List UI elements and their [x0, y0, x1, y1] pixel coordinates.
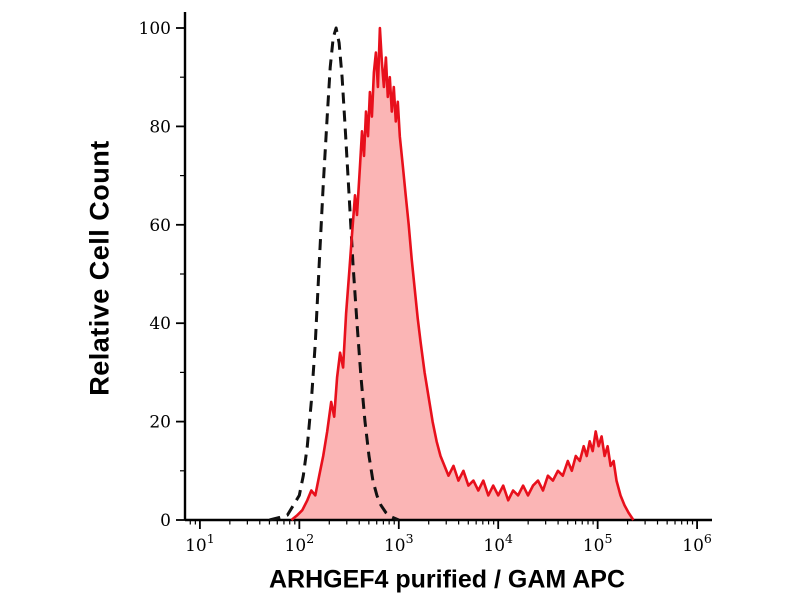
y-tick-label: 80: [149, 117, 171, 137]
x-tick-label: 102: [285, 531, 315, 556]
y-tick-label: 60: [149, 216, 171, 236]
x-tick-label: 105: [583, 531, 613, 556]
red-stained-sample-fill: [291, 28, 634, 520]
y-tick-label: 20: [149, 413, 171, 433]
x-axis-label: ARHGEF4 purified / GAM APC: [268, 565, 626, 594]
x-tick-label: 106: [682, 531, 712, 556]
red-stained-sample-curve: [290, 26, 635, 522]
y-tick-label: 40: [149, 314, 171, 334]
y-tick-label: 100: [139, 19, 171, 39]
x-tick-label: 103: [384, 531, 414, 556]
dashed-control-curve: [269, 26, 400, 522]
x-tick-label: 104: [483, 531, 513, 556]
y-axis-label: Relative Cell Count: [84, 140, 115, 396]
y-tick-label: 0: [160, 511, 171, 531]
x-tick-label: 101: [185, 531, 215, 556]
